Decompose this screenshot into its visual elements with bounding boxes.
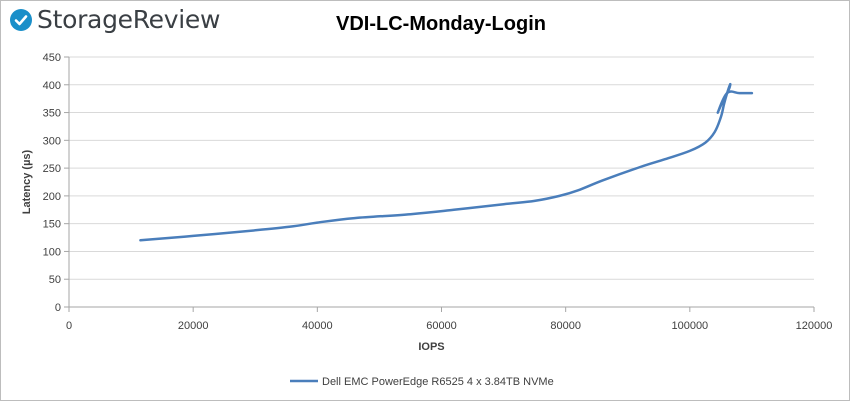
x-tick-label: 60000 [426, 320, 457, 332]
x-tick-label: 80000 [550, 320, 581, 332]
y-tick-label: 50 [49, 274, 61, 286]
x-tick-label: 100000 [671, 320, 708, 332]
y-tick-label: 450 [43, 52, 61, 64]
y-tick-label: 100 [43, 246, 61, 258]
y-axis-title: Latency (µs) [21, 149, 33, 214]
storagereview-logo-icon [10, 8, 32, 31]
chart-title: VDI-LC-Monday-Login [336, 13, 546, 35]
y-tick-label: 400 [43, 80, 61, 92]
y-tick-label: 350 [43, 108, 61, 120]
x-tick-label: 120000 [796, 320, 833, 332]
legend-label: Dell EMC PowerEdge R6525 4 x 3.84TB NVMe [322, 376, 554, 388]
y-tick-label: 250 [43, 163, 61, 175]
x-axis-title: IOPS [418, 341, 444, 353]
y-tick-label: 300 [43, 135, 61, 147]
x-tick-label: 0 [66, 320, 72, 332]
y-tick-label: 200 [43, 191, 61, 203]
storagereview-logo: StorageReview [9, 5, 220, 34]
x-tick-label: 20000 [178, 320, 209, 332]
x-tick-label: 40000 [302, 320, 333, 332]
y-tick-label: 150 [43, 219, 61, 231]
brand-name: StorageReview [37, 5, 221, 34]
y-tick-label: 0 [55, 302, 61, 314]
series-line [139, 82, 754, 242]
